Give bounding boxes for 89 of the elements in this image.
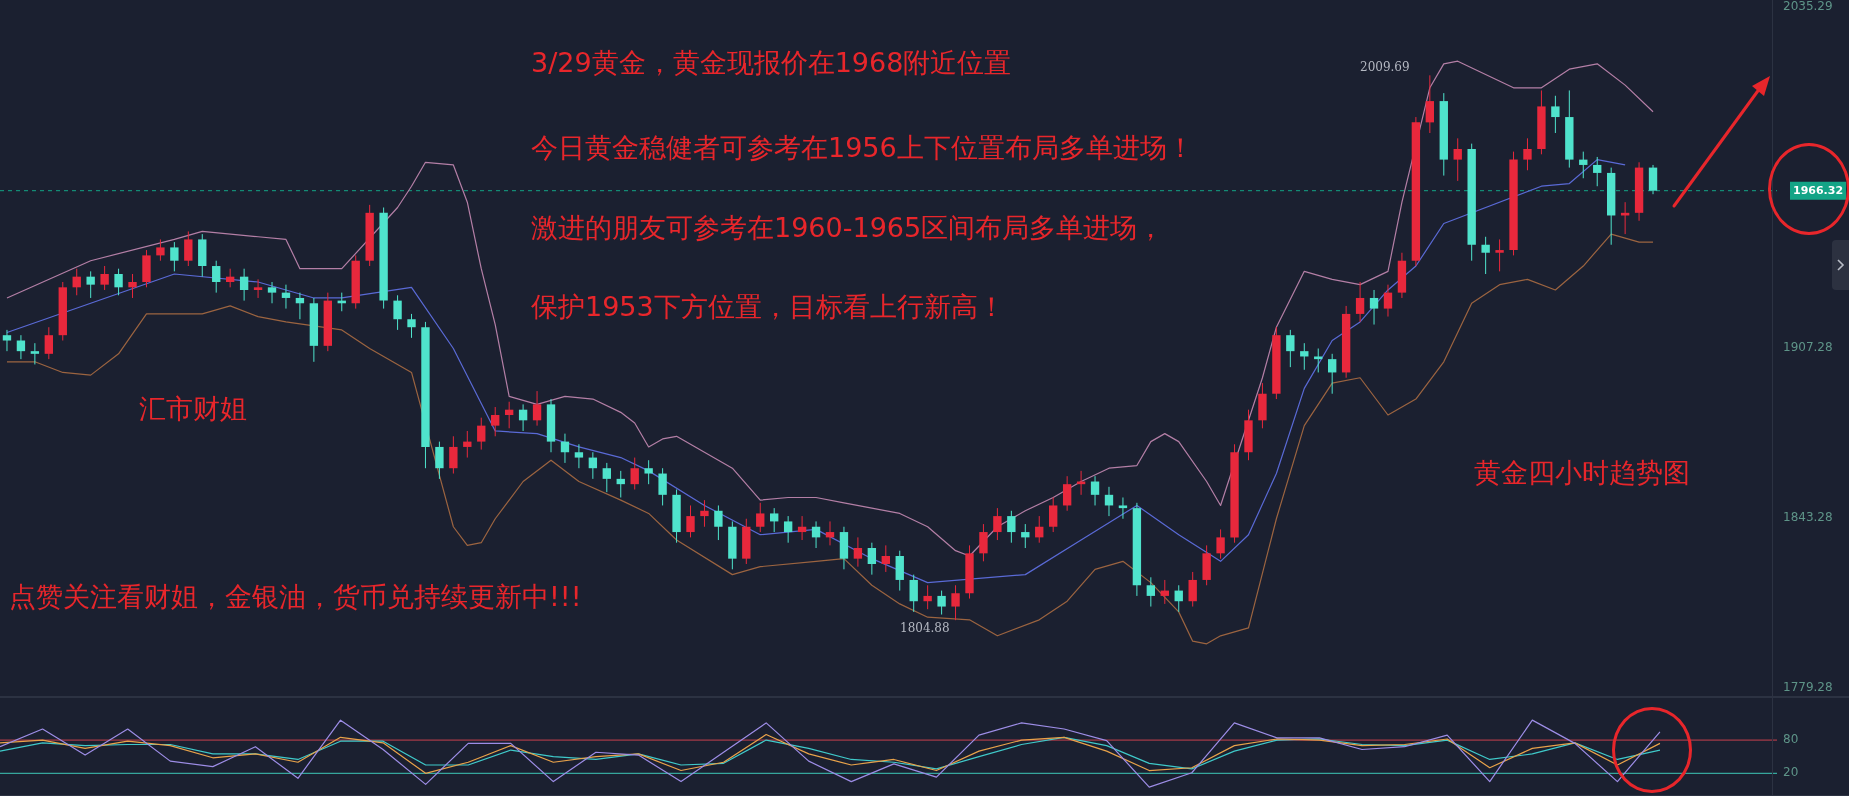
candlestick [1551, 95, 1560, 134]
candlestick [1453, 137, 1462, 182]
candlestick [1314, 348, 1323, 373]
candlestick [2, 329, 12, 352]
candlestick [1174, 584, 1183, 613]
y-tick-label: 1843.28 [1783, 510, 1833, 525]
candlestick [783, 515, 793, 544]
candlestick [1188, 571, 1197, 608]
y-tick-label: 1907.28 [1783, 339, 1833, 354]
candlestick [1090, 475, 1100, 506]
candlestick [1383, 284, 1393, 318]
candlestick [686, 504, 695, 538]
candlestick [435, 441, 444, 480]
annotation: 保护1953下方位置，目标看上行新高！ [531, 290, 1005, 324]
candlestick [114, 268, 123, 296]
candlestick [630, 457, 639, 490]
annotation: 1804.88 [900, 621, 950, 635]
candlestick [867, 542, 877, 576]
candlestick [1035, 515, 1044, 544]
candlestick [532, 390, 542, 427]
y-tick-label: 80 [1783, 732, 1799, 747]
candlestick [1062, 475, 1072, 512]
candlestick [1593, 156, 1602, 187]
candlestick [212, 260, 221, 294]
candlestick [1495, 238, 1504, 272]
y-tick-label: 1779.28 [1783, 680, 1833, 695]
annotation: 2009.69 [1360, 60, 1410, 74]
candlestick [239, 268, 249, 302]
ref-line-label: 1966.32 [1793, 183, 1844, 197]
candlestick [714, 504, 723, 541]
candlestick [449, 435, 458, 475]
candlestick [477, 417, 486, 451]
candlestick [1216, 528, 1225, 560]
candlestick [770, 507, 779, 533]
candlestick [128, 273, 137, 299]
candlestick [881, 544, 890, 573]
candlestick [1328, 353, 1337, 395]
annotation: 黄金四小时趋势图 [1474, 456, 1690, 490]
annotation: 激进的朋友可参考在1960-1965区间布局多单进场， [531, 211, 1165, 245]
candlestick [72, 268, 81, 296]
candlestick [1286, 329, 1295, 368]
candlestick [86, 270, 95, 299]
candlestick [756, 502, 765, 533]
candlestick [588, 451, 598, 480]
candlestick [1425, 74, 1435, 134]
candlestick [1523, 137, 1532, 171]
candlestick [811, 520, 821, 549]
annotation: 今日黄金稳健者可参考在1956上下位置布局多单进场！ [531, 131, 1194, 165]
candlestick [979, 523, 988, 562]
candlestick [1369, 289, 1379, 326]
candlestick [658, 467, 667, 506]
candlestick [253, 278, 263, 299]
candlestick [1146, 576, 1156, 608]
candlestick [156, 238, 165, 262]
candlestick [574, 443, 584, 469]
candlestick [1648, 164, 1658, 195]
candlestick [44, 326, 54, 360]
candlestick [1118, 496, 1128, 520]
candlestick [407, 313, 416, 339]
candlestick [1007, 510, 1016, 544]
candlestick [1049, 496, 1058, 533]
annotation: 点赞关注看财姐，金银油，货币兑持续更新中!!! [9, 580, 582, 614]
candlestick [909, 574, 918, 613]
candlestick [491, 406, 500, 437]
y-tick-label: 20 [1783, 765, 1799, 780]
annotation: 汇市财姐 [139, 392, 247, 426]
annotation: 3/29黄金，黄金现报价在1968附近位置 [531, 46, 1012, 80]
candlestick [100, 265, 109, 291]
candlestick [30, 342, 40, 365]
candlestick [923, 584, 932, 610]
candlestick [993, 507, 1002, 541]
candlestick [700, 499, 709, 528]
candlestick [184, 230, 193, 267]
candlestick [937, 590, 946, 616]
candlestick [1104, 486, 1114, 517]
candlestick [560, 433, 570, 464]
candlestick [170, 241, 179, 272]
candlestick [393, 294, 402, 331]
candlestick [16, 334, 26, 360]
candlestick [1355, 281, 1365, 323]
candlestick [518, 403, 528, 432]
candlestick [895, 550, 904, 592]
candlestick [644, 459, 653, 485]
candlestick [1481, 236, 1490, 275]
candlestick [602, 462, 611, 493]
candlestick [951, 584, 960, 621]
candlestick [853, 536, 863, 568]
candlestick [267, 281, 277, 304]
y-tick-label: 2035.29 [1783, 0, 1833, 14]
